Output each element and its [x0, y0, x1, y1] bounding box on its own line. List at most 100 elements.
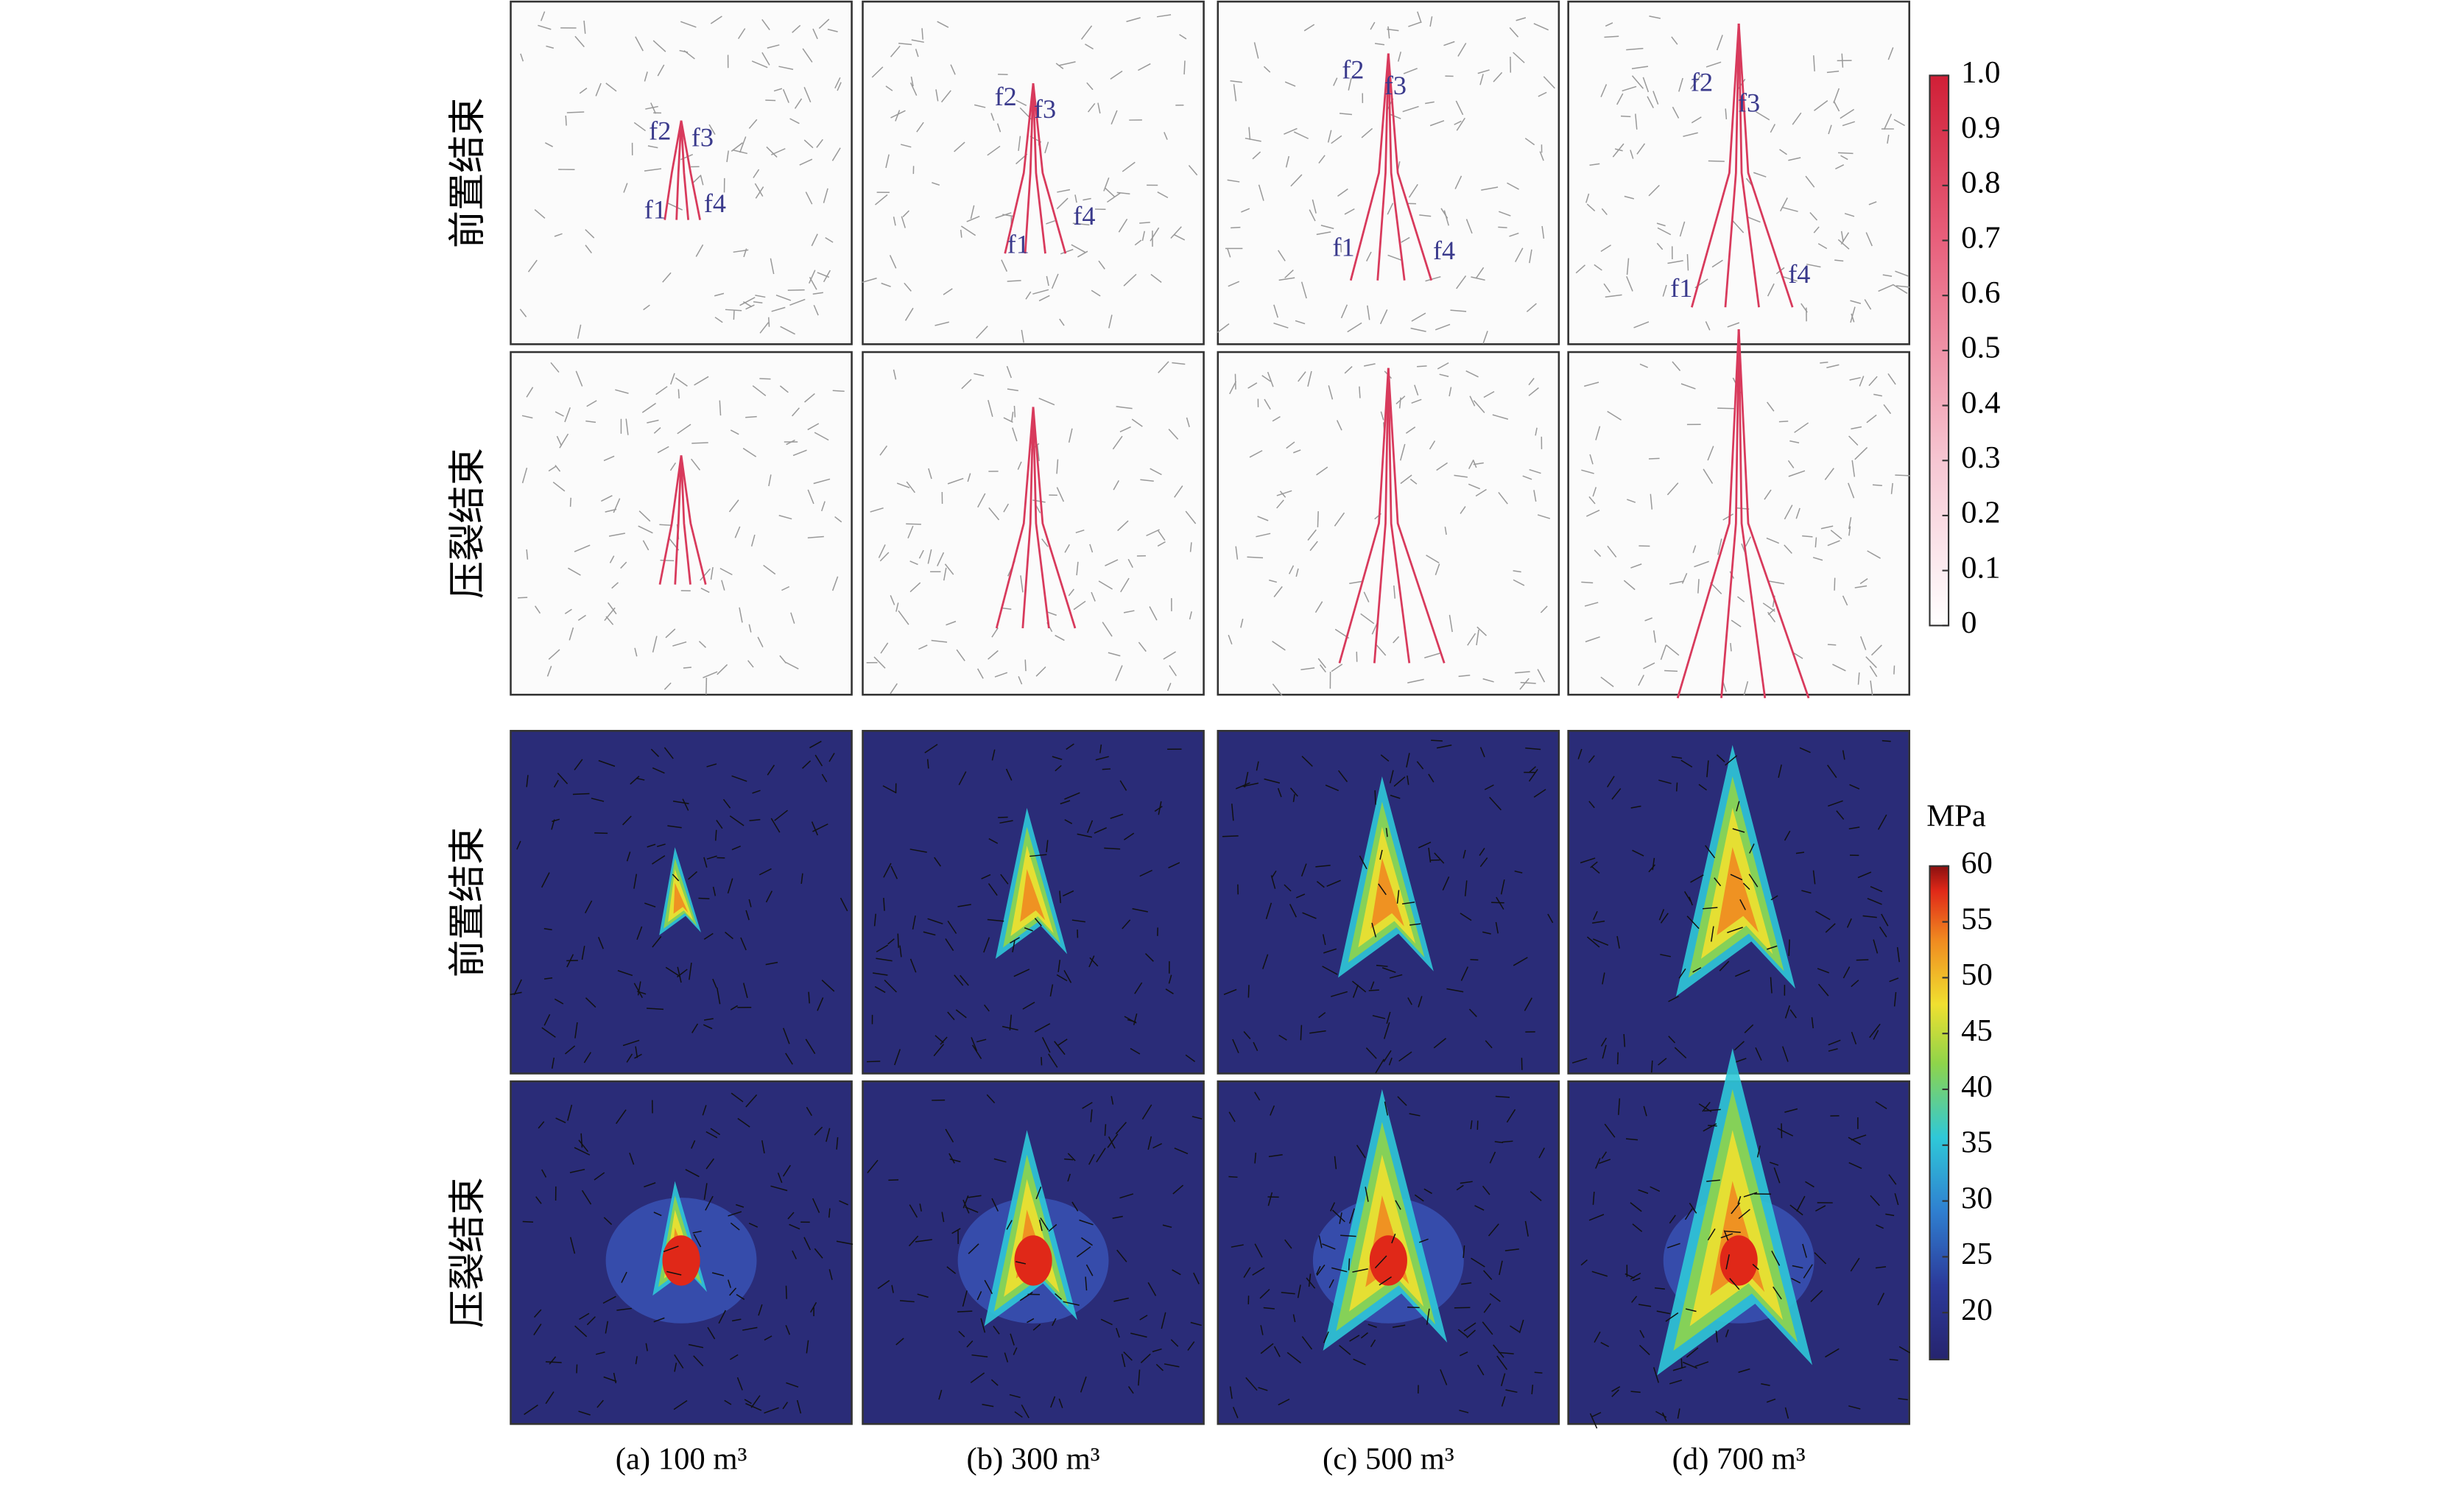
natural-fracture	[866, 1061, 881, 1063]
natural-fracture	[1334, 1156, 1337, 1170]
natural-fracture	[1513, 52, 1525, 63]
natural-fracture	[1072, 222, 1090, 226]
natural-fracture	[1577, 748, 1583, 759]
natural-fracture	[1683, 890, 1692, 902]
fracture-label: f2	[649, 116, 671, 146]
natural-fracture	[1626, 275, 1633, 292]
natural-fracture	[1348, 1258, 1351, 1271]
natural-fracture	[1383, 1050, 1392, 1062]
natural-fracture	[1055, 63, 1064, 69]
natural-fracture	[1631, 66, 1649, 69]
core	[662, 1235, 700, 1286]
natural-fracture	[731, 1092, 744, 1103]
natural-fracture	[1284, 127, 1298, 135]
natural-fracture	[816, 138, 823, 148]
natural-fracture	[534, 208, 546, 219]
natural-fracture	[1784, 1005, 1791, 1019]
natural-fracture	[581, 946, 585, 960]
natural-fracture	[1678, 968, 1686, 979]
natural-fracture	[1744, 1024, 1754, 1033]
natural-fracture	[1460, 966, 1469, 981]
natural-fracture	[877, 1279, 890, 1290]
natural-fracture	[921, 28, 923, 40]
natural-fracture	[1303, 24, 1315, 32]
natural-fracture	[1623, 580, 1636, 591]
natural-fracture	[736, 1293, 745, 1300]
natural-fracture	[1146, 529, 1160, 537]
natural-fracture	[1172, 1269, 1181, 1276]
natural-fracture	[1498, 1352, 1514, 1354]
natural-fracture	[577, 614, 586, 621]
natural-fracture	[1672, 106, 1680, 119]
natural-fracture	[1870, 680, 1873, 696]
natural-fracture	[792, 1250, 797, 1259]
natural-fracture	[1580, 1259, 1588, 1266]
natural-fracture	[1327, 130, 1332, 143]
natural-fracture	[1737, 596, 1745, 602]
natural-fracture	[1805, 175, 1815, 188]
natural-fracture	[977, 493, 986, 508]
natural-fracture	[1526, 303, 1537, 312]
natural-fracture	[1650, 493, 1653, 510]
natural-fracture	[1050, 1396, 1056, 1408]
natural-fracture	[778, 66, 794, 71]
natural-fracture	[1344, 208, 1355, 215]
natural-fracture	[1643, 1106, 1647, 1117]
natural-fracture	[629, 1152, 635, 1165]
natural-fracture	[1217, 323, 1230, 334]
hydraulic-fracture	[1004, 82, 1035, 254]
natural-fracture	[1703, 468, 1714, 484]
natural-fracture	[1616, 935, 1620, 949]
natural-fracture	[909, 848, 927, 853]
natural-fracture	[872, 972, 888, 976]
natural-fracture	[674, 1363, 677, 1372]
natural-fracture	[546, 665, 552, 677]
natural-fracture	[825, 236, 834, 243]
natural-fracture	[883, 862, 892, 878]
natural-fracture	[1849, 376, 1861, 381]
natural-fracture	[609, 555, 615, 563]
natural-fracture	[1639, 363, 1648, 368]
natural-fracture	[988, 883, 998, 896]
natural-fracture	[616, 1109, 627, 1125]
natural-fracture	[1708, 160, 1725, 162]
hydraulic-fracture	[1737, 329, 1767, 698]
natural-fracture	[971, 1037, 978, 1052]
natural-fracture	[1013, 969, 1030, 977]
colorbar-tick-label: 35	[1961, 1125, 1993, 1160]
natural-fracture	[1416, 761, 1424, 770]
natural-fracture	[1295, 893, 1306, 899]
natural-fracture	[1866, 414, 1877, 424]
natural-fracture	[596, 1352, 605, 1355]
natural-fracture	[652, 40, 666, 52]
natural-fracture	[1717, 407, 1735, 410]
natural-fracture	[718, 1310, 726, 1324]
natural-fracture	[1130, 1332, 1147, 1338]
natural-fracture	[1840, 155, 1848, 161]
natural-fracture	[1820, 525, 1834, 530]
natural-fracture	[759, 322, 770, 334]
natural-fracture	[728, 1211, 742, 1217]
natural-fracture	[706, 763, 717, 767]
natural-fracture	[564, 407, 571, 423]
natural-fracture	[1817, 983, 1829, 997]
natural-fracture	[1400, 474, 1412, 485]
natural-fracture	[924, 744, 938, 753]
natural-fracture	[1725, 108, 1728, 119]
natural-fracture	[1489, 796, 1502, 811]
natural-fracture	[1725, 1230, 1741, 1233]
natural-fracture	[1071, 1201, 1079, 1212]
natural-fracture	[1638, 675, 1644, 686]
natural-fracture	[1476, 1364, 1485, 1376]
natural-fracture	[706, 855, 717, 860]
natural-fracture	[1407, 678, 1424, 683]
natural-fracture	[1664, 670, 1678, 672]
natural-fracture	[1627, 499, 1636, 503]
colorbar-tick-label: 0.1	[1961, 550, 2000, 585]
natural-fracture	[1284, 1239, 1292, 1249]
natural-fracture	[519, 309, 527, 317]
natural-fracture	[1631, 75, 1644, 89]
natural-fracture	[541, 11, 546, 21]
natural-fracture	[1791, 1277, 1801, 1284]
natural-fracture	[961, 379, 972, 390]
